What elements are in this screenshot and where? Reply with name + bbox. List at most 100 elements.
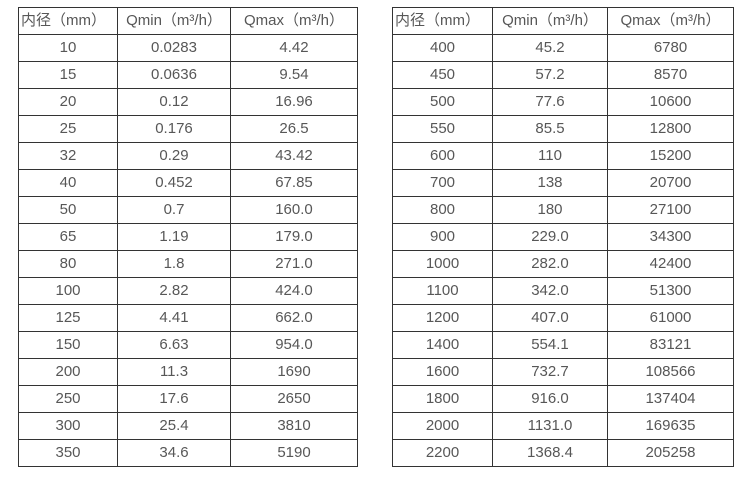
- table-cell: 1368.4: [492, 439, 608, 467]
- table-cell: 342.0: [492, 277, 608, 305]
- table-cell: 0.0283: [117, 34, 231, 62]
- table-cell: 407.0: [492, 304, 608, 332]
- table-cell: 50: [18, 196, 118, 224]
- table-row: 1600 732.7 108566: [392, 358, 734, 386]
- table-cell: 250: [18, 385, 118, 413]
- table-row: 20 0.12 16.96: [18, 88, 358, 116]
- table-cell: 10: [18, 34, 118, 62]
- table-cell: 34.6: [117, 439, 231, 467]
- table-cell: 2000: [392, 412, 493, 440]
- table-cell: 10600: [607, 88, 734, 116]
- table-cell: 500: [392, 88, 493, 116]
- table-cell: 20: [18, 88, 118, 116]
- table-cell: 57.2: [492, 61, 608, 89]
- table-row: 80 1.8 271.0: [18, 250, 358, 278]
- table-header-row: 内径（mm） Qmin（m³/h） Qmax（m³/h）: [392, 7, 734, 35]
- table-cell: 1000: [392, 250, 493, 278]
- header-inner-diameter: 内径（mm）: [392, 7, 493, 35]
- table-cell: 554.1: [492, 331, 608, 359]
- table-cell: 169635: [607, 412, 734, 440]
- table-cell: 2650: [230, 385, 358, 413]
- table-cell: 1131.0: [492, 412, 608, 440]
- table-row: 900 229.0 34300: [392, 223, 734, 251]
- table-cell: 12800: [607, 115, 734, 143]
- table-cell: 15: [18, 61, 118, 89]
- table-row: 1200 407.0 61000: [392, 304, 734, 332]
- table-cell: 4.42: [230, 34, 358, 62]
- table-cell: 85.5: [492, 115, 608, 143]
- header-qmin: Qmin（m³/h）: [117, 7, 231, 35]
- table-row: 350 34.6 5190: [18, 439, 358, 467]
- table-cell: 271.0: [230, 250, 358, 278]
- header-qmax: Qmax（m³/h）: [607, 7, 734, 35]
- table-cell: 65: [18, 223, 118, 251]
- table-cell: 0.7: [117, 196, 231, 224]
- table-row: 1000 282.0 42400: [392, 250, 734, 278]
- table-cell: 6780: [607, 34, 734, 62]
- table-cell: 600: [392, 142, 493, 170]
- table-row: 200 11.3 1690: [18, 358, 358, 386]
- table-cell: 205258: [607, 439, 734, 467]
- table-cell: 45.2: [492, 34, 608, 62]
- table-cell: 11.3: [117, 358, 231, 386]
- table-row: 1100 342.0 51300: [392, 277, 734, 305]
- flow-rate-table-large-diameters: 内径（mm） Qmin（m³/h） Qmax（m³/h） 400 45.2 6780…: [392, 7, 734, 467]
- table-row: 32 0.29 43.42: [18, 142, 358, 170]
- table-cell: 108566: [607, 358, 734, 386]
- table-cell: 61000: [607, 304, 734, 332]
- table-cell: 2200: [392, 439, 493, 467]
- table-row: 500 77.6 10600: [392, 88, 734, 116]
- table-cell: 40: [18, 169, 118, 197]
- table-row: 2200 1368.4 205258: [392, 439, 734, 467]
- table-row: 65 1.19 179.0: [18, 223, 358, 251]
- table-cell: 1.19: [117, 223, 231, 251]
- table-cell: 5190: [230, 439, 358, 467]
- table-cell: 550: [392, 115, 493, 143]
- table-cell: 34300: [607, 223, 734, 251]
- header-qmin: Qmin（m³/h）: [492, 7, 608, 35]
- flow-rate-table-small-diameters: 内径（mm） Qmin（m³/h） Qmax（m³/h） 10 0.0283 4.4…: [18, 7, 358, 467]
- table-row: 550 85.5 12800: [392, 115, 734, 143]
- table-cell: 282.0: [492, 250, 608, 278]
- table-cell: 300: [18, 412, 118, 440]
- table-cell: 110: [492, 142, 608, 170]
- table-cell: 80: [18, 250, 118, 278]
- table-cell: 125: [18, 304, 118, 332]
- table-cell: 0.452: [117, 169, 231, 197]
- table-row: 2000 1131.0 169635: [392, 412, 734, 440]
- table-cell: 1800: [392, 385, 493, 413]
- table-cell: 6.63: [117, 331, 231, 359]
- table-cell: 83121: [607, 331, 734, 359]
- table-cell: 100: [18, 277, 118, 305]
- table-cell: 67.85: [230, 169, 358, 197]
- table-row: 800 180 27100: [392, 196, 734, 224]
- table-cell: 25: [18, 115, 118, 143]
- table-cell: 954.0: [230, 331, 358, 359]
- table-row: 125 4.41 662.0: [18, 304, 358, 332]
- table-cell: 0.0636: [117, 61, 231, 89]
- table-cell: 1.8: [117, 250, 231, 278]
- table-row: 450 57.2 8570: [392, 61, 734, 89]
- table-cell: 1100: [392, 277, 493, 305]
- table-cell: 77.6: [492, 88, 608, 116]
- table-cell: 16.96: [230, 88, 358, 116]
- table-cell: 662.0: [230, 304, 358, 332]
- table-cell: 900: [392, 223, 493, 251]
- table-cell: 42400: [607, 250, 734, 278]
- table-row: 100 2.82 424.0: [18, 277, 358, 305]
- table-cell: 200: [18, 358, 118, 386]
- table-row: 10 0.0283 4.42: [18, 34, 358, 62]
- table-cell: 137404: [607, 385, 734, 413]
- table-cell: 0.29: [117, 142, 231, 170]
- table-cell: 916.0: [492, 385, 608, 413]
- table-row: 700 138 20700: [392, 169, 734, 197]
- table-cell: 1400: [392, 331, 493, 359]
- table-cell: 20700: [607, 169, 734, 197]
- table-row: 15 0.0636 9.54: [18, 61, 358, 89]
- table-cell: 9.54: [230, 61, 358, 89]
- table-row: 1800 916.0 137404: [392, 385, 734, 413]
- table-row: 150 6.63 954.0: [18, 331, 358, 359]
- table-cell: 424.0: [230, 277, 358, 305]
- table-cell: 25.4: [117, 412, 231, 440]
